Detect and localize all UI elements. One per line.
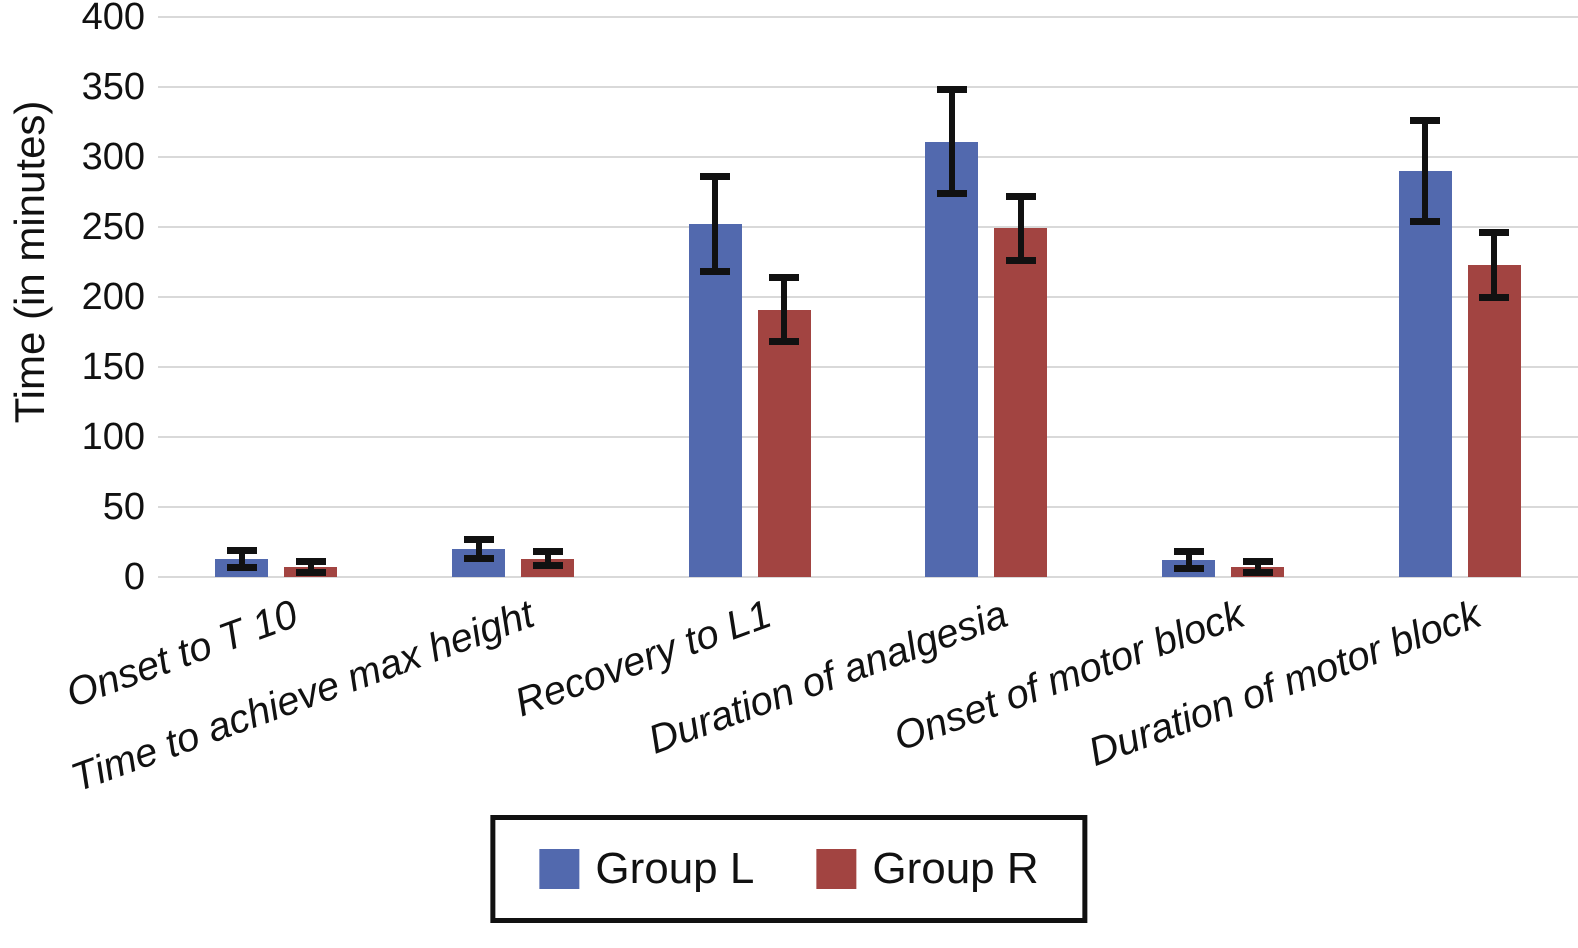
y-tick-label: 50 <box>102 486 145 528</box>
error-bar-line <box>1185 551 1192 569</box>
error-bar-cap-bottom <box>463 555 494 563</box>
y-tick-label: 300 <box>81 136 145 178</box>
legend-entry-group-l: Group L <box>539 844 754 894</box>
error-bar-line <box>781 277 788 342</box>
error-bar-line <box>475 539 482 559</box>
bar-group-l <box>1398 171 1452 577</box>
error-bar-cap-top <box>1242 558 1273 566</box>
legend-entry-group-r: Group R <box>816 844 1039 894</box>
gridline <box>158 436 1578 438</box>
error-bar-cap-top <box>295 558 326 566</box>
y-tick-label: 400 <box>81 0 145 38</box>
error-bar-line <box>307 561 314 573</box>
gridline <box>158 296 1578 298</box>
y-tick-label: 150 <box>81 346 145 388</box>
error-bar-cap-bottom <box>769 338 800 346</box>
error-bar-line <box>712 176 719 272</box>
error-bar-cap-top <box>936 86 967 94</box>
error-bar-cap-top <box>532 548 563 556</box>
error-bar-cap-bottom <box>532 562 563 570</box>
x-category-label: Duration of motor block <box>1083 592 1487 775</box>
error-bar-line <box>544 551 551 566</box>
gridline <box>158 506 1578 508</box>
error-bar-cap-bottom <box>1479 293 1510 301</box>
bar-group-r <box>1467 264 1521 577</box>
legend-label: Group R <box>872 844 1039 893</box>
error-bar-cap-bottom <box>700 268 731 276</box>
error-bar-cap-top <box>1479 229 1510 237</box>
y-tick-label: 200 <box>81 276 145 318</box>
x-category-label: Time to achieve max height <box>65 592 541 801</box>
gridline <box>158 86 1578 88</box>
error-bar-cap-top <box>769 273 800 281</box>
error-bar-cap-bottom <box>295 569 326 577</box>
legend-swatch-icon <box>816 849 857 889</box>
legend-label: Group L <box>595 844 755 893</box>
error-bar-line <box>1491 232 1498 297</box>
error-bar-cap-top <box>1005 192 1036 200</box>
error-bar-cap-top <box>1410 117 1441 125</box>
error-bar-cap-bottom <box>936 189 967 197</box>
legend-swatch-icon <box>539 849 580 889</box>
bar-group-l <box>688 224 742 577</box>
legend: Group L Group R <box>490 815 1088 923</box>
y-tick-label: 100 <box>81 416 145 458</box>
gridline <box>158 226 1578 228</box>
gridline <box>158 576 1578 578</box>
gridline <box>158 16 1578 18</box>
error-bar-line <box>1422 120 1429 222</box>
error-bar-line <box>238 550 245 568</box>
error-bar-cap-bottom <box>1242 569 1273 577</box>
error-bar-cap-bottom <box>1005 257 1036 265</box>
y-tick-label: 350 <box>81 66 145 108</box>
error-bar-cap-bottom <box>1173 565 1204 573</box>
bar-group-l <box>925 141 979 577</box>
y-tick-label: 250 <box>81 206 145 248</box>
y-tick-label: 0 <box>123 556 145 598</box>
gridline <box>158 156 1578 158</box>
error-bar-cap-top <box>1173 548 1204 556</box>
error-bar-line <box>948 89 955 194</box>
error-bar-line <box>1017 196 1024 261</box>
error-bar-cap-bottom <box>1410 217 1441 225</box>
bar-group-r <box>757 309 811 577</box>
error-bar-line <box>1254 561 1261 573</box>
gridline <box>158 366 1578 368</box>
bar-group-r <box>994 228 1048 577</box>
error-bar-cap-top <box>463 535 494 543</box>
error-bar-cap-top <box>700 173 731 181</box>
error-bar-cap-top <box>226 546 257 554</box>
error-bar-cap-bottom <box>226 563 257 571</box>
